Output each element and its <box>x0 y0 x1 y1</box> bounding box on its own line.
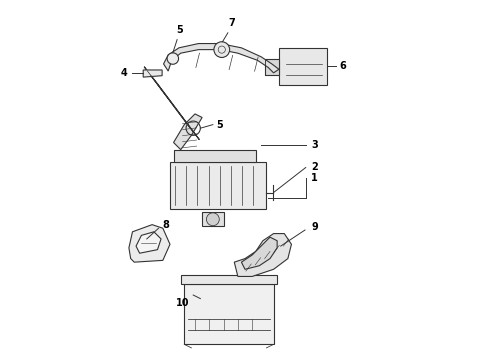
Text: 6: 6 <box>340 62 346 71</box>
Text: 5: 5 <box>217 120 223 130</box>
Text: 2: 2 <box>311 162 318 172</box>
Polygon shape <box>181 275 277 284</box>
Polygon shape <box>265 59 279 75</box>
Text: 3: 3 <box>311 140 318 150</box>
Text: 4: 4 <box>121 68 127 78</box>
Polygon shape <box>279 48 327 85</box>
Polygon shape <box>136 232 161 253</box>
Polygon shape <box>129 225 170 262</box>
Text: 8: 8 <box>162 220 169 230</box>
Polygon shape <box>144 67 199 140</box>
Polygon shape <box>234 234 292 276</box>
Text: 9: 9 <box>311 222 318 232</box>
Circle shape <box>206 213 220 226</box>
Text: 5: 5 <box>176 25 183 35</box>
Circle shape <box>167 53 178 64</box>
Circle shape <box>214 42 230 58</box>
Polygon shape <box>143 70 162 77</box>
Polygon shape <box>173 114 202 150</box>
Polygon shape <box>202 212 223 226</box>
Text: 7: 7 <box>228 18 235 28</box>
Polygon shape <box>173 150 256 162</box>
Polygon shape <box>242 237 277 269</box>
Text: 1: 1 <box>311 173 318 183</box>
Polygon shape <box>164 44 279 73</box>
Polygon shape <box>184 284 273 344</box>
Polygon shape <box>170 162 267 208</box>
Text: 10: 10 <box>176 298 190 308</box>
